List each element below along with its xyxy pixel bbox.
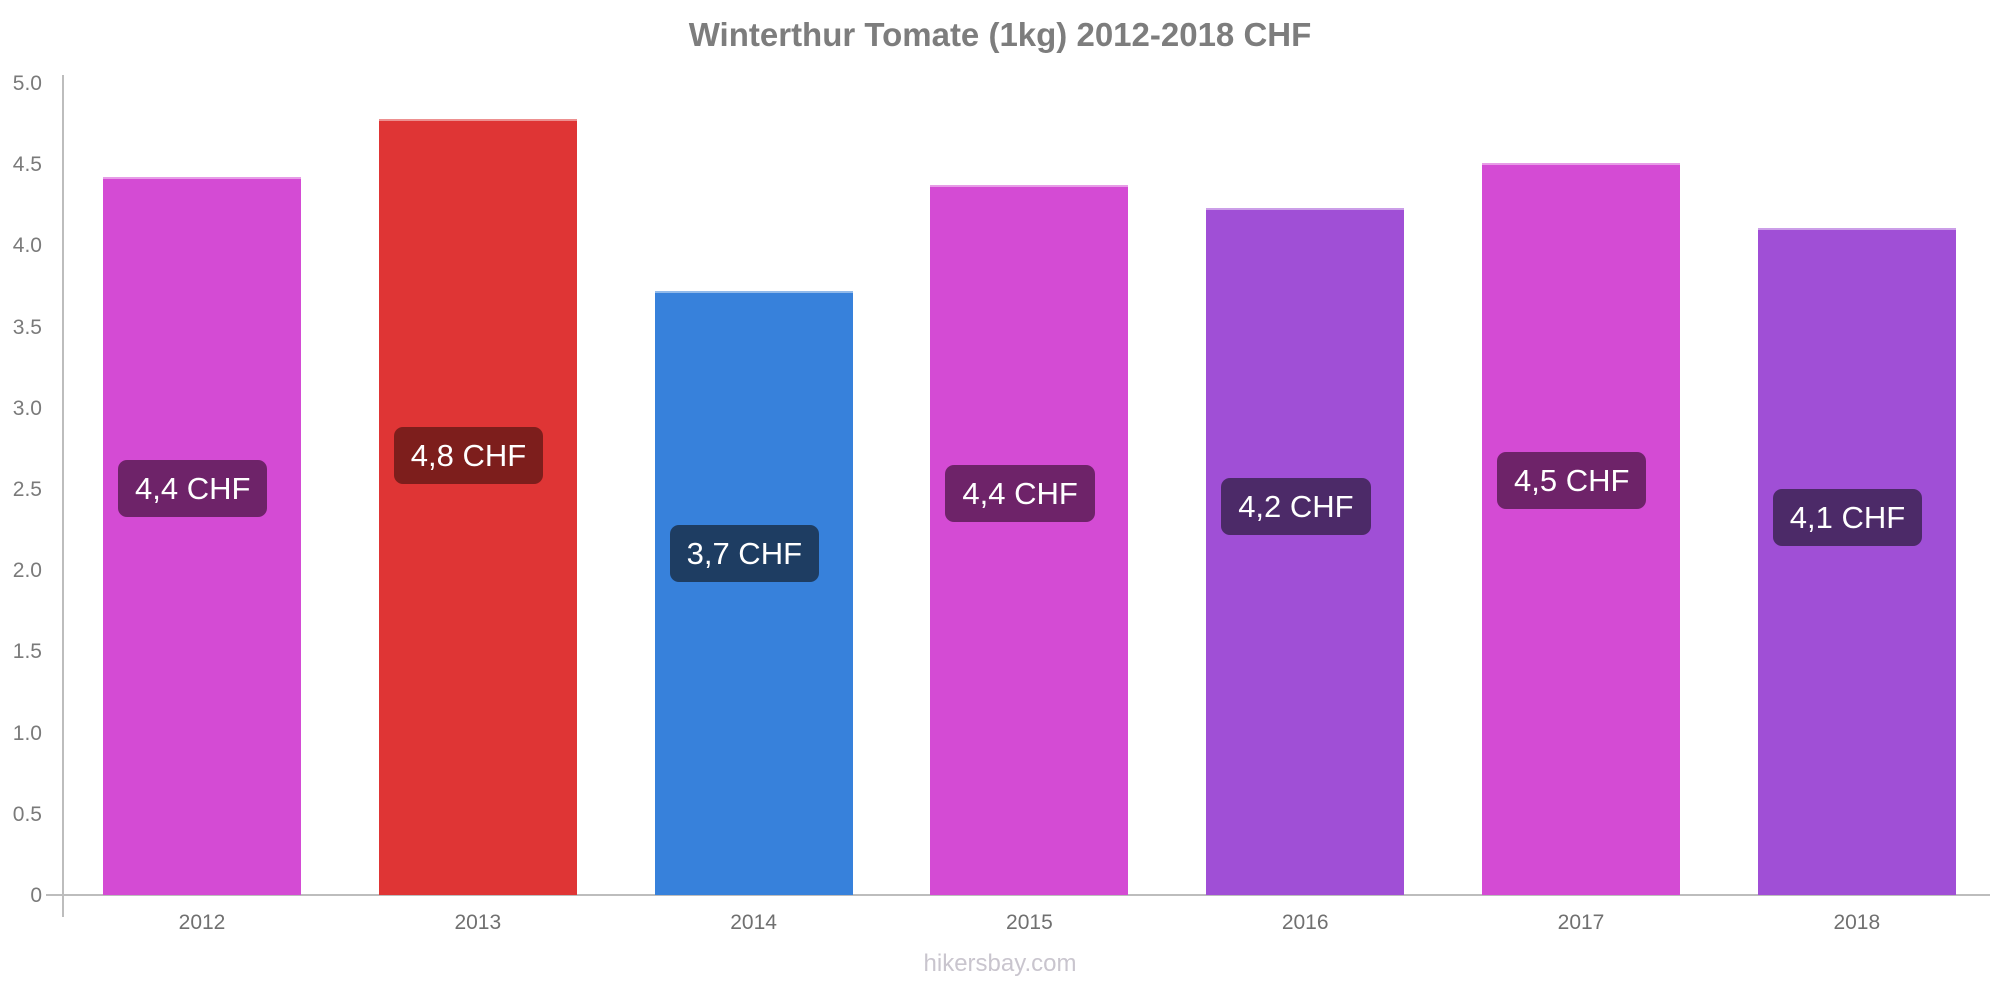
x-tick-label-2016: 2016 xyxy=(1281,911,1329,934)
y-tick-label: 1.0 xyxy=(12,721,42,745)
y-tick-label: 4.5 xyxy=(12,153,42,177)
x-tick-label-2012: 2012 xyxy=(178,911,226,934)
y-tick-label: 0 xyxy=(30,884,42,907)
bar-2015[interactable] xyxy=(930,185,1129,895)
y-tick-label: 3.5 xyxy=(12,315,42,339)
x-tick-label-2013: 2013 xyxy=(454,911,502,934)
y-tick-label: 2.0 xyxy=(12,559,42,583)
bar-value-label-2017: 4,5 CHF xyxy=(1497,452,1647,510)
y-tick-label: 0.5 xyxy=(12,802,42,826)
bar-2013[interactable] xyxy=(378,118,577,895)
chart-title: Winterthur Tomate (1kg) 2012-2018 CHF xyxy=(688,16,1312,53)
bar-value-label-2012: 4,4 CHF xyxy=(118,460,268,518)
y-tick-label: 3.0 xyxy=(12,396,42,420)
watermark-footer: hikersbay.com xyxy=(923,950,1077,977)
bar-2012[interactable] xyxy=(103,177,301,895)
y-tick-label: 5.0 xyxy=(12,72,42,95)
y-tick-label: 1.5 xyxy=(12,640,42,664)
bar-2016[interactable] xyxy=(1206,208,1405,895)
y-tick-label: 4.0 xyxy=(12,234,42,258)
y-axis-line xyxy=(62,75,64,917)
bar-2018[interactable] xyxy=(1757,227,1956,895)
x-axis-line xyxy=(62,894,1990,896)
bar-value-label-2016: 4,2 CHF xyxy=(1221,477,1371,535)
x-tick-label-2015: 2015 xyxy=(1006,911,1053,934)
bar-value-label-2013: 4,8 CHF xyxy=(393,427,544,485)
bar-value-label-2015: 4,4 CHF xyxy=(945,465,1095,523)
bar-2014[interactable] xyxy=(654,290,853,895)
bar-value-label-2018: 4,1 CHF xyxy=(1772,488,1923,546)
y-tick-label: 2.5 xyxy=(12,478,42,501)
bar-2017[interactable] xyxy=(1482,162,1680,895)
x-tick-label-2018: 2018 xyxy=(1833,911,1881,934)
zero-tick-mark xyxy=(46,894,62,896)
x-tick-label-2014: 2014 xyxy=(730,911,777,934)
x-tick-label-2017: 2017 xyxy=(1557,911,1605,934)
bar-value-label-2014: 3,7 CHF xyxy=(669,524,820,582)
